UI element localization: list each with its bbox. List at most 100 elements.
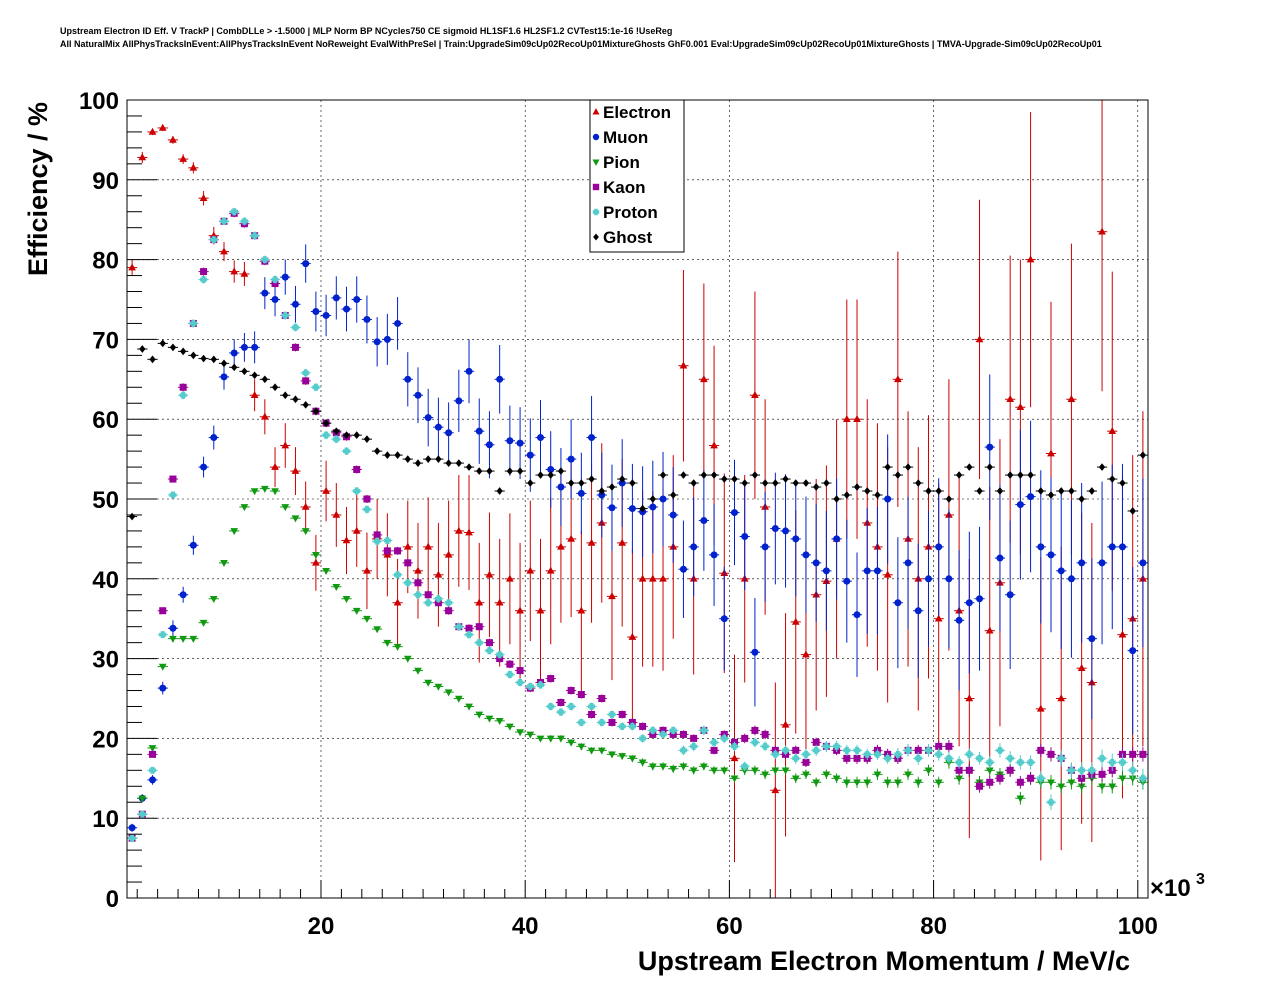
data-point (955, 775, 963, 783)
data-point (924, 746, 932, 754)
data-point (383, 639, 392, 647)
data-point (608, 504, 616, 512)
data-point (976, 487, 983, 495)
data-point (485, 639, 493, 647)
data-point (791, 775, 800, 783)
data-point (281, 311, 289, 319)
data-point (332, 294, 340, 302)
data-point (475, 639, 483, 647)
data-point (403, 542, 412, 550)
data-point (700, 375, 708, 383)
data-point (424, 591, 432, 599)
data-point (251, 343, 259, 351)
data-point (1037, 746, 1045, 754)
data-point (812, 746, 820, 754)
data-point (853, 779, 861, 787)
data-point (802, 551, 810, 559)
data-point (434, 683, 443, 691)
data-point (935, 750, 943, 758)
data-point (648, 574, 657, 582)
data-point (302, 377, 310, 385)
x-multiplier-base: ×10 (1150, 875, 1191, 902)
data-point (516, 679, 524, 687)
grid-lines (127, 100, 1148, 898)
data-point (169, 635, 177, 643)
data-point (1108, 426, 1117, 434)
data-point (1118, 630, 1127, 638)
data-point (751, 648, 759, 656)
data-point (1098, 463, 1106, 471)
data-point (628, 505, 636, 513)
data-point (373, 531, 381, 539)
data-point (343, 305, 351, 313)
data-point (1078, 495, 1085, 503)
data-point (598, 487, 605, 495)
data-point (485, 647, 493, 655)
data-point (261, 375, 268, 384)
data-point (577, 606, 586, 614)
data-point (1057, 754, 1065, 762)
data-point (679, 763, 688, 771)
data-point (608, 483, 616, 491)
data-point (547, 471, 554, 479)
data-point (833, 495, 840, 503)
data-point (965, 694, 974, 702)
data-point (557, 708, 565, 716)
data-point (639, 734, 647, 742)
data-point (976, 754, 984, 762)
data-point (189, 163, 198, 171)
data-point (434, 423, 442, 431)
data-point (546, 735, 555, 743)
data-point (414, 459, 422, 467)
data-point (639, 504, 646, 513)
data-point (792, 754, 800, 762)
data-point (1016, 778, 1024, 786)
data-point (924, 575, 932, 583)
data-point (363, 505, 371, 513)
data-point (822, 742, 830, 750)
data-point (333, 427, 340, 436)
data-point (312, 383, 320, 391)
data-point (495, 598, 504, 606)
data-point (965, 766, 973, 774)
data-point (721, 475, 728, 483)
data-point (1119, 479, 1126, 487)
data-point (148, 745, 157, 753)
data-point (199, 619, 208, 627)
data-point (383, 547, 391, 555)
data-point (915, 479, 922, 487)
data-point (1139, 750, 1147, 758)
data-point (251, 371, 258, 380)
data-point (404, 375, 412, 383)
data-point (445, 599, 453, 607)
data-point (863, 567, 871, 575)
data-point (1108, 543, 1116, 551)
data-point (955, 766, 963, 774)
data-point (1047, 449, 1055, 457)
data-point (659, 730, 667, 738)
data-point (781, 720, 790, 728)
data-point (1057, 694, 1066, 702)
data-point (618, 538, 627, 546)
data-point (557, 542, 565, 550)
data-point (1017, 471, 1024, 479)
series-kaon (127, 209, 1148, 842)
data-point (373, 338, 381, 346)
data-point (527, 479, 534, 487)
data-point (1078, 559, 1086, 567)
data-point (465, 463, 473, 471)
data-point (679, 361, 688, 369)
legend-marker (593, 233, 599, 241)
legend-label: Muon (603, 128, 648, 147)
data-point (210, 434, 218, 442)
data-point (1036, 704, 1045, 712)
data-point (445, 429, 453, 437)
data-point (690, 479, 697, 487)
data-point (169, 624, 177, 632)
data-point (128, 824, 136, 832)
data-point (843, 491, 850, 499)
data-point (189, 319, 197, 327)
data-point (679, 746, 687, 754)
data-point (322, 419, 330, 428)
